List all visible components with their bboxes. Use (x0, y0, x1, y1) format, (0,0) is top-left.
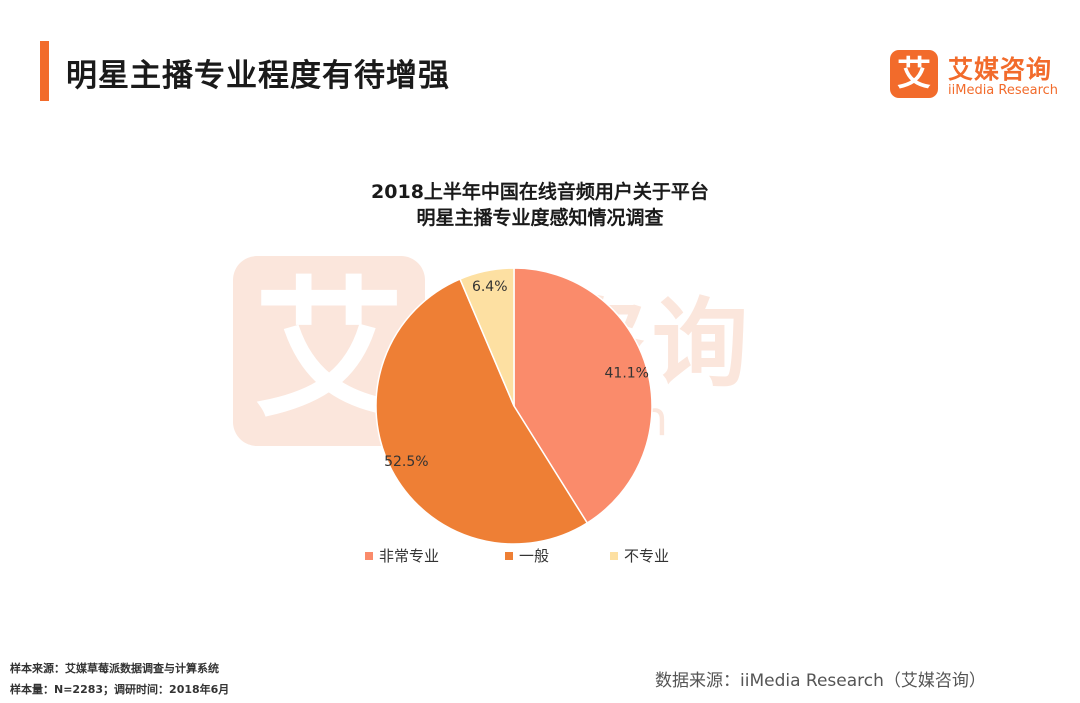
footer-sample-info: 样本来源：艾媒草莓派数据调查与计算系统 样本量：N=2283；调研时间：2018… (10, 658, 229, 700)
legend-swatch-3 (610, 551, 618, 560)
pie-slice-1 (513, 267, 653, 525)
title-accent-bar (40, 41, 49, 101)
legend-label-2: 一般 (519, 547, 550, 565)
legend-label-1: 非常专业 (379, 547, 440, 565)
legend-item-3: 不专业 (610, 545, 669, 566)
pie-slice-3 (459, 267, 515, 407)
legend-item-1: 非常专业 (365, 545, 439, 566)
brand-name-cn: 艾媒咨询 (948, 55, 1053, 84)
pie-slice-label-2: 52.5% (384, 454, 428, 470)
pie-slice-label-3: 6.4% (472, 279, 508, 295)
chart-title-line1: 2018上半年中国在线音频用户关于平台 (371, 181, 709, 203)
legend-swatch-2 (505, 551, 513, 560)
legend-label-3: 不专业 (624, 547, 670, 565)
legend-item-2: 一般 (505, 545, 549, 566)
brand-mark-icon: 艾 (890, 50, 938, 98)
legend-swatch-1 (365, 551, 373, 560)
chart-title-line2: 明星主播专业度感知情况调查 (416, 207, 664, 229)
brand-logo: 艾 艾媒咨询 iiMedia Research (890, 50, 1060, 100)
chart-legend: 非常专业 一般 不专业 (365, 545, 725, 565)
data-source: 数据来源：iiMedia Research（艾媒咨询） (655, 671, 986, 691)
page-title: 明星主播专业程度有待增强 (66, 58, 450, 94)
brand-name-en: iiMedia Research (948, 83, 1059, 98)
pie-slice-label-1: 41.1% (605, 366, 649, 382)
sample-source: 样本来源：艾媒草莓派数据调查与计算系统 (10, 662, 219, 675)
sample-size: 样本量：N=2283；调研时间：2018年6月 (10, 683, 230, 696)
pie-slice-2 (375, 278, 589, 545)
